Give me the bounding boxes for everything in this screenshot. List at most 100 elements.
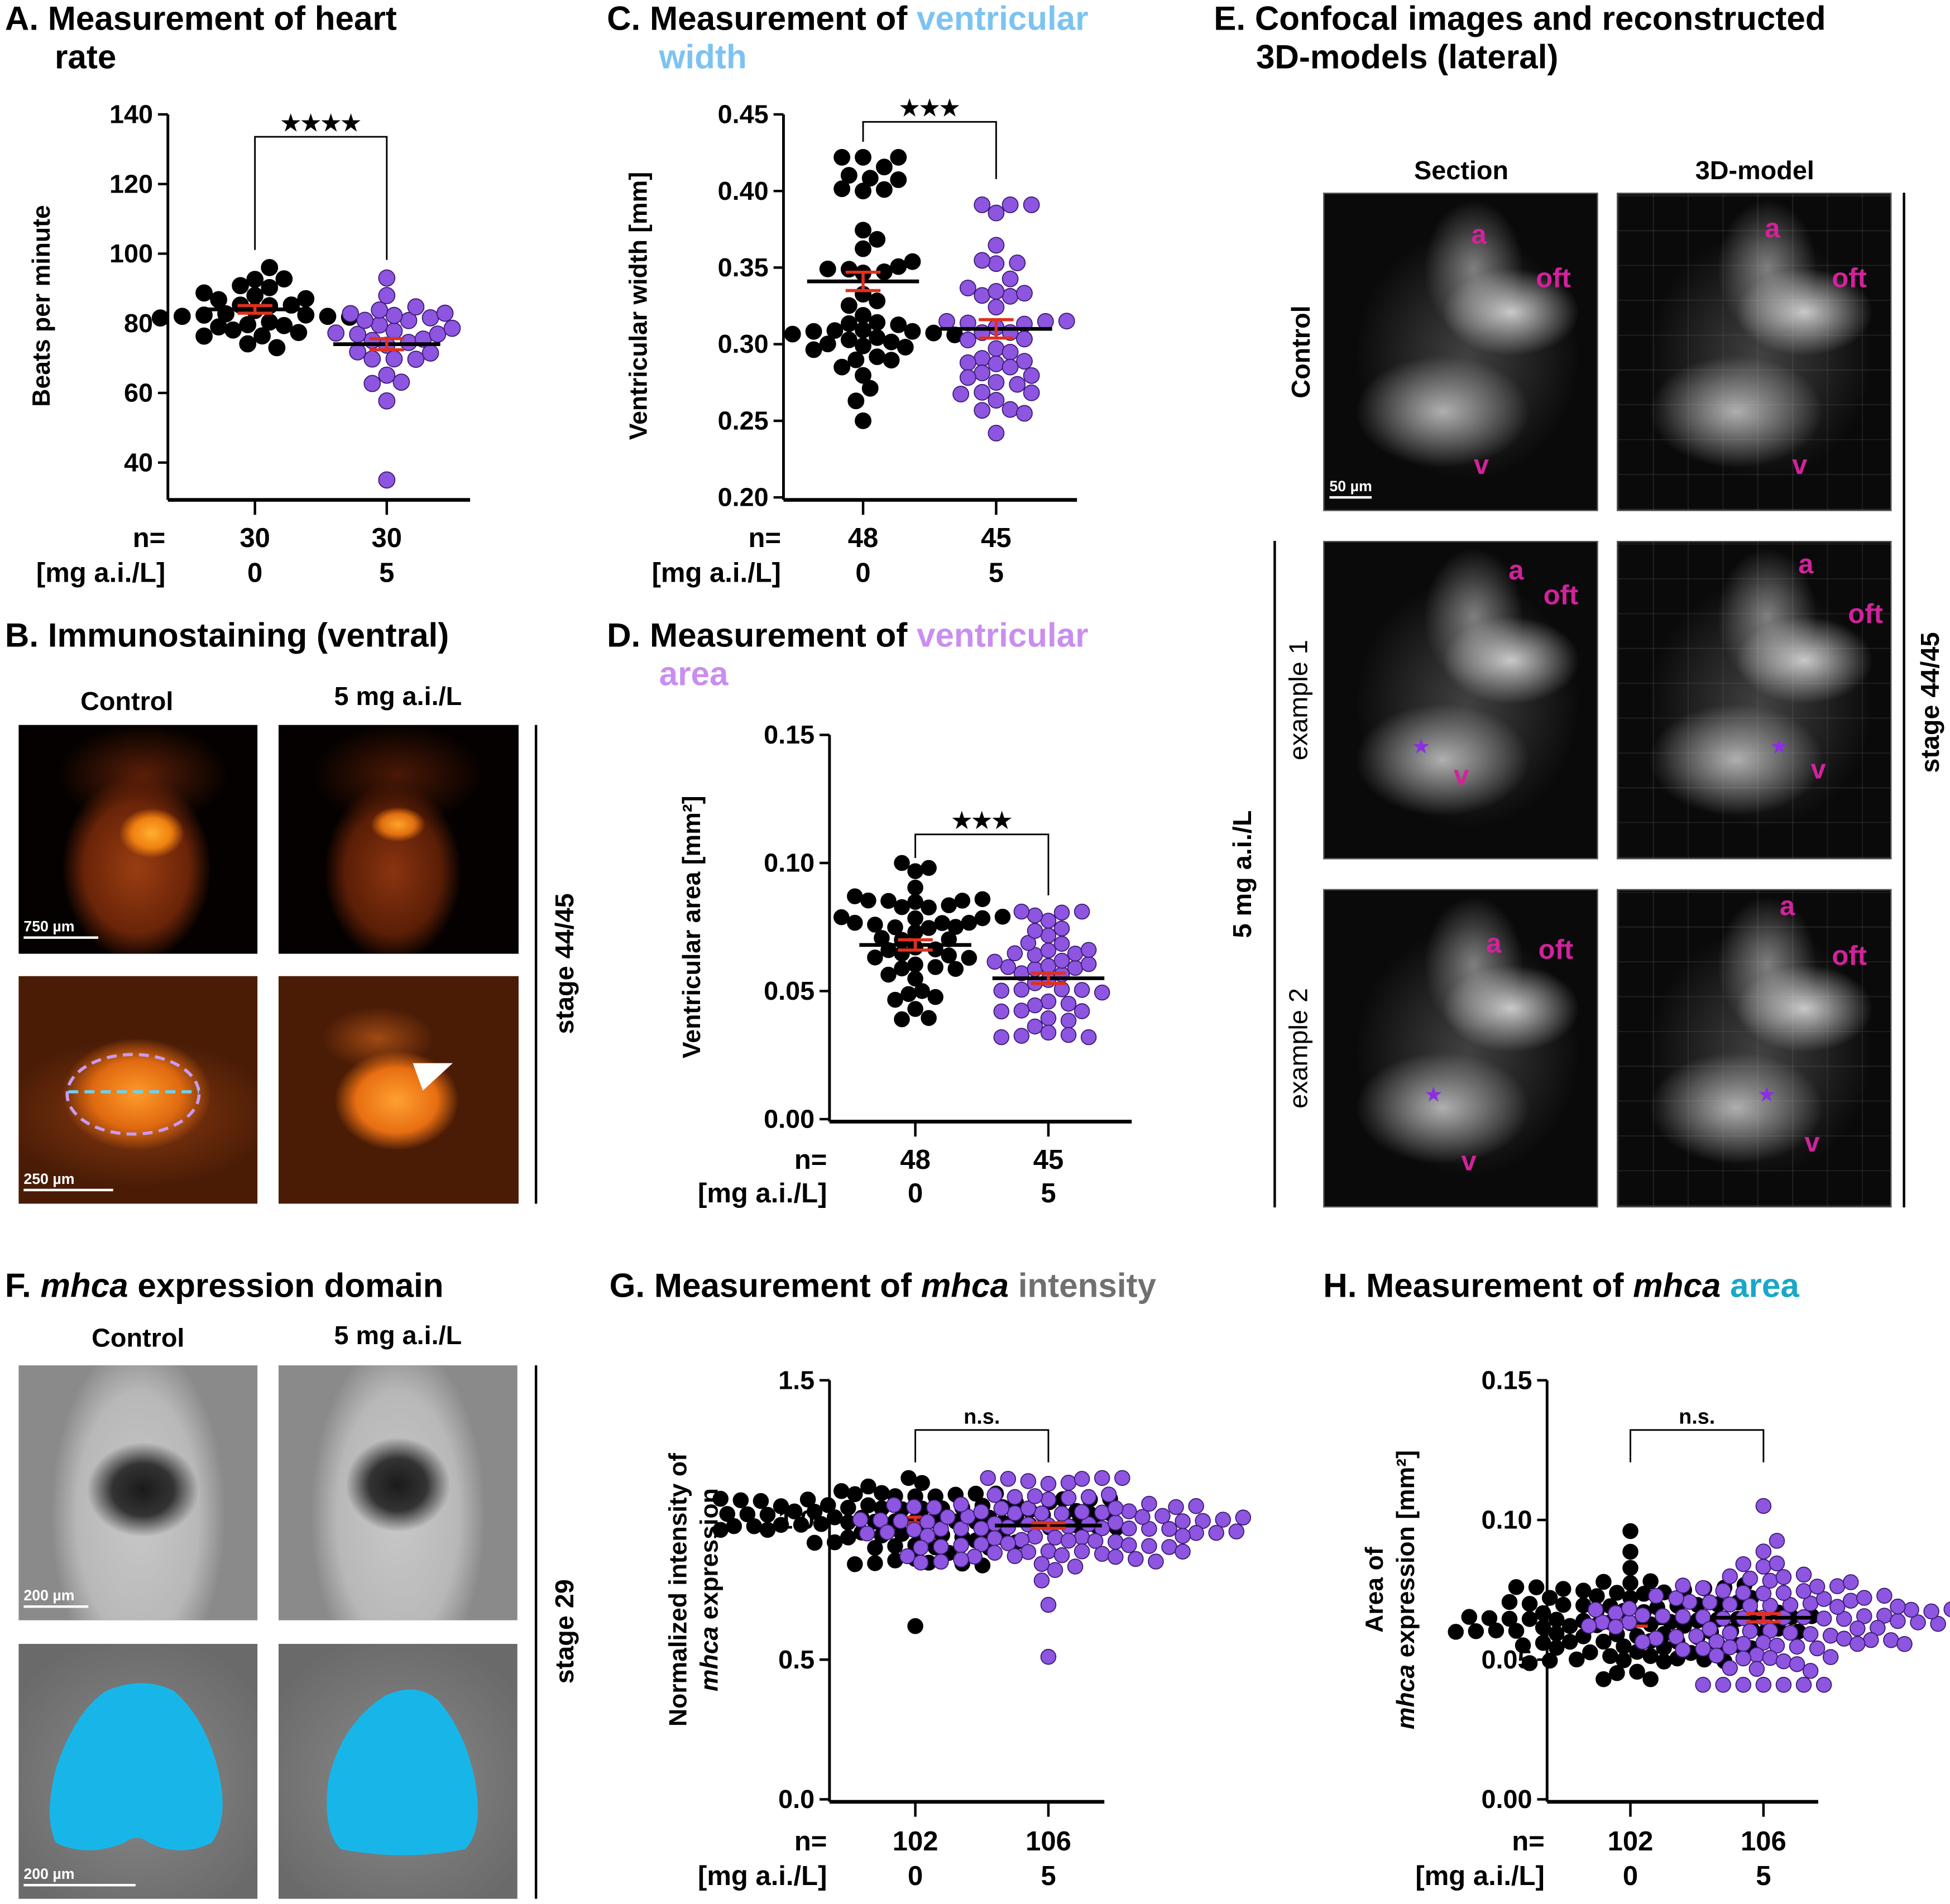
data-point [852, 1512, 869, 1528]
data-point [973, 1536, 989, 1552]
data-point [1023, 384, 1040, 401]
data-point [1635, 1634, 1651, 1650]
data-point [1668, 1629, 1684, 1645]
data-point [805, 341, 822, 358]
data-point [906, 1499, 922, 1515]
data-point [959, 280, 976, 296]
data-point [890, 316, 907, 333]
significance-label: ★★★ [899, 96, 960, 121]
data-point [1002, 287, 1019, 305]
y-axis-label: Ventricular width [mm] [625, 172, 652, 440]
data-point [1501, 1594, 1518, 1610]
title-text: Confocal images and reconstructed [1254, 0, 1826, 37]
y-tick-label: 100 [109, 239, 153, 268]
panel-g-title: G. Measurement of mhca intensity [610, 1267, 1156, 1306]
data-point [938, 313, 955, 330]
data-point [1074, 1529, 1090, 1546]
data-point [1141, 1521, 1157, 1537]
data-point [840, 1499, 856, 1516]
y-axis-label: Normalized intensity of [665, 1453, 692, 1726]
data-point [921, 920, 937, 936]
data-point [1609, 1665, 1625, 1681]
data-point [861, 170, 879, 187]
data-point [1040, 993, 1057, 1010]
data-point [1521, 1655, 1538, 1671]
data-point [1635, 1607, 1651, 1624]
data-point [954, 893, 971, 909]
confocal-section-image: a oft v 50 µm [1323, 193, 1598, 511]
immunostaining-control-heart: 250 µm [18, 976, 258, 1204]
data-point [833, 358, 851, 376]
data-point [1009, 376, 1026, 393]
data-point [1642, 1671, 1659, 1687]
data-point [1548, 1639, 1565, 1656]
data-point [261, 279, 279, 296]
data-point [947, 919, 964, 935]
n-label: n= [794, 1145, 827, 1175]
data-point [907, 910, 923, 927]
data-point [1060, 1475, 1077, 1491]
mhca-treated-domain [279, 1644, 518, 1899]
data-point [974, 910, 991, 927]
data-point [1020, 1544, 1037, 1560]
data-point [894, 855, 910, 871]
data-point [1033, 1556, 1050, 1572]
data-point [1053, 920, 1070, 937]
annotation-atrium: a [1779, 890, 1795, 922]
data-point [1053, 936, 1070, 952]
data-point [1829, 1578, 1846, 1594]
data-point [1609, 1585, 1625, 1601]
data-point [319, 308, 337, 325]
panel-label: E. [1214, 0, 1246, 37]
data-point [1815, 1677, 1832, 1693]
y-tick-label: 140 [109, 100, 153, 129]
data-point [799, 1491, 816, 1508]
data-point [988, 355, 1005, 372]
data-point [1448, 1624, 1464, 1640]
data-point [1890, 1613, 1906, 1629]
data-point [1775, 1585, 1792, 1601]
title-text: Measurement of [650, 0, 917, 37]
data-point [1121, 1537, 1137, 1553]
data-point [993, 1003, 1010, 1020]
data-point [1040, 1476, 1057, 1492]
data-point [813, 1516, 830, 1532]
data-point [1822, 1628, 1839, 1644]
data-point [961, 949, 978, 966]
data-point [726, 1518, 742, 1534]
data-point [1141, 1538, 1157, 1554]
data-point [869, 348, 886, 366]
data-point [385, 306, 403, 324]
data-point [1795, 1677, 1812, 1693]
panel-e-title: E. Confocal images and reconstructed 3D-… [1214, 0, 1826, 77]
y-tick-label: 0.45 [718, 100, 769, 129]
y-tick-label: 0.00 [764, 1105, 815, 1134]
data-point [1843, 1593, 1859, 1609]
title-text: Measurement of heart [47, 0, 397, 37]
data-point [819, 260, 836, 277]
3d-model-image: a oft v ★ [1617, 889, 1892, 1208]
data-point [1735, 1650, 1752, 1667]
data-point [1175, 1513, 1191, 1529]
y-tick-label: 0.25 [718, 406, 769, 435]
data-point [988, 283, 1005, 300]
data-point [933, 1538, 949, 1555]
data-point [759, 1507, 776, 1523]
y-tick-label: 0.20 [718, 483, 769, 512]
data-point [275, 316, 293, 334]
data-point [1067, 960, 1084, 976]
significance-label: n.s. [1679, 1406, 1715, 1429]
data-point [1555, 1596, 1572, 1613]
x-tick-label: 0 [908, 1178, 923, 1208]
data-point [1020, 935, 1037, 951]
data-point [385, 322, 403, 340]
concentration-label: [mg a.i./L] [652, 558, 781, 588]
data-point [210, 318, 228, 336]
data-point [1168, 1499, 1184, 1515]
y-axis-label: Beats per minute [28, 205, 55, 406]
data-point [986, 1545, 1003, 1561]
data-point [1755, 1677, 1772, 1693]
y-axis-label: mhca expression [696, 1488, 723, 1691]
data-point [1695, 1641, 1711, 1657]
